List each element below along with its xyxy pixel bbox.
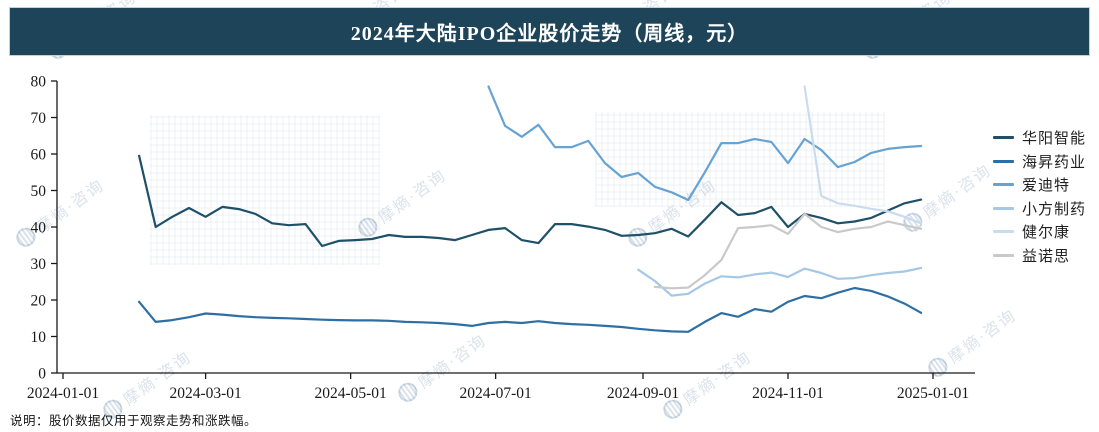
y-tick-label: 70 xyxy=(31,110,47,127)
legend-label: 小方制药 xyxy=(1022,201,1087,218)
legend-line-swatch-icon xyxy=(993,136,1014,140)
x-tick-label: 2024-09-01 xyxy=(607,385,679,402)
y-tick-label: 80 xyxy=(31,74,47,91)
x-tick-label: 2024-07-01 xyxy=(459,385,531,402)
y-tick-label: 0 xyxy=(38,366,46,383)
y-tick-label: 50 xyxy=(31,183,47,200)
chart-title: 2024年大陆IPO企业股价走势（周线，元） xyxy=(350,23,749,45)
legend-line-swatch-icon xyxy=(993,183,1014,187)
legend-item-4: 健尔康 xyxy=(993,220,1086,244)
legend-label: 海昇药业 xyxy=(1022,154,1087,171)
legend-item-2: 爱迪特 xyxy=(993,173,1086,197)
legend-item-5: 益诺思 xyxy=(993,244,1086,268)
series-line-4 xyxy=(803,85,923,225)
legend-label: 益诺思 xyxy=(1022,248,1071,265)
axes xyxy=(56,81,975,374)
series-line-2 xyxy=(487,85,923,202)
legend-label: 华阳智能 xyxy=(1022,131,1087,148)
chart-title-bar: 2024年大陆IPO企业股价走势（周线，元） xyxy=(9,7,1090,56)
y-tick-label: 40 xyxy=(31,220,47,237)
footnote: 说明：股价数据仅用于观察走势和涨跌幅。 xyxy=(10,414,258,428)
legend-item-3: 小方制药 xyxy=(993,197,1086,221)
legend-line-swatch-icon xyxy=(993,206,1014,210)
series-line-3 xyxy=(637,266,923,297)
y-tick-label: 10 xyxy=(31,329,47,346)
legend-line-swatch-icon xyxy=(993,253,1014,257)
x-tick-label: 2024-03-01 xyxy=(169,385,241,402)
x-tick-label: 2024-01-01 xyxy=(27,385,99,402)
series-line-1 xyxy=(138,286,923,333)
y-tick-label: 20 xyxy=(31,293,47,310)
legend-label: 爱迪特 xyxy=(1022,178,1071,195)
legend-item-1: 海昇药业 xyxy=(993,150,1086,174)
legend-line-swatch-icon xyxy=(993,230,1014,234)
legend: 华阳智能海昇药业爱迪特小方制药健尔康益诺思 xyxy=(993,126,1086,267)
series-line-0 xyxy=(138,154,923,248)
legend-line-swatch-icon xyxy=(993,159,1014,163)
y-tick-label: 60 xyxy=(31,147,47,164)
legend-item-0: 华阳智能 xyxy=(993,126,1086,150)
legend-label: 健尔康 xyxy=(1022,225,1071,242)
x-tick-label: 2024-05-01 xyxy=(314,385,386,402)
x-tick-label: 2024-11-01 xyxy=(752,385,824,402)
y-tick-label: 30 xyxy=(31,256,47,273)
x-tick-label: 2025-01-01 xyxy=(897,385,969,402)
series-line-5 xyxy=(653,212,923,290)
